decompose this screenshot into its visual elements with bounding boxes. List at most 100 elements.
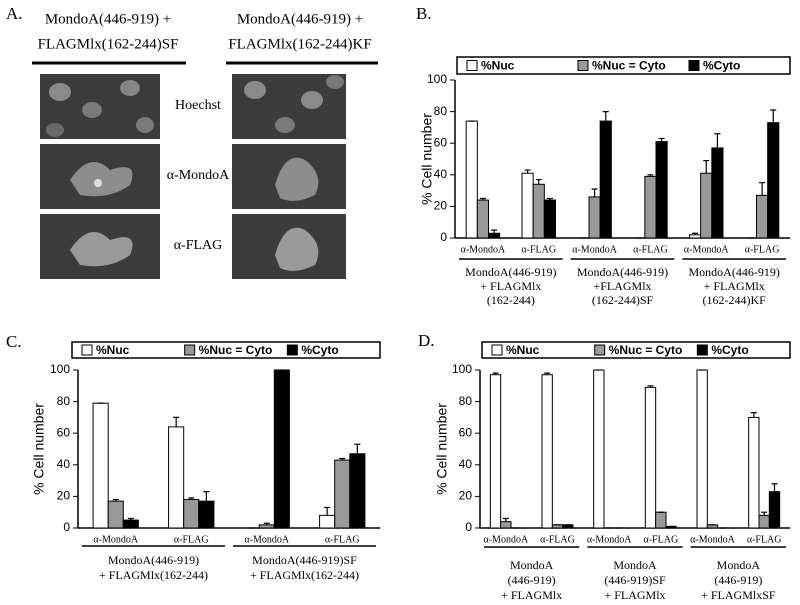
group-label: + FLAGMlx bbox=[704, 279, 765, 293]
bar bbox=[758, 514, 770, 529]
bar bbox=[465, 120, 478, 239]
error-bar bbox=[339, 457, 346, 461]
bar bbox=[588, 196, 601, 239]
bar bbox=[532, 183, 545, 239]
y-axis-label: % Cell number bbox=[434, 403, 450, 495]
legend-box bbox=[456, 56, 791, 75]
legend-label: %Nuc bbox=[96, 343, 130, 357]
group-label: (446-919) bbox=[714, 573, 762, 587]
bar bbox=[500, 521, 512, 529]
y-tick-label: 100 bbox=[452, 362, 472, 376]
legend-swatch bbox=[184, 344, 196, 356]
bar bbox=[168, 426, 185, 529]
x-tick-label: α-MondoA bbox=[572, 244, 617, 255]
bar bbox=[258, 524, 275, 529]
bar bbox=[711, 147, 724, 239]
x-tick-label: α-MondoA bbox=[587, 534, 632, 545]
column-header: MondoA(446-919) + bbox=[45, 11, 171, 27]
error-bar bbox=[524, 169, 531, 174]
error-bar bbox=[647, 385, 654, 388]
y-tick-label: 20 bbox=[57, 489, 71, 503]
group-label: + FLAGMlx bbox=[480, 279, 541, 293]
group-label: (162-244)SF bbox=[592, 293, 654, 307]
bar bbox=[593, 369, 605, 529]
group-label: (446-919) bbox=[508, 573, 556, 587]
group-label: +FLAGMlx bbox=[593, 279, 651, 293]
bar bbox=[488, 232, 501, 239]
error-bar bbox=[546, 197, 553, 201]
y-tick-label: 40 bbox=[434, 167, 448, 181]
panel-label: B. bbox=[416, 4, 432, 23]
bar bbox=[756, 194, 769, 239]
bar bbox=[696, 369, 708, 529]
x-tick-label: α-FLAG bbox=[643, 534, 678, 545]
legend-swatch bbox=[466, 60, 478, 71]
error-bar bbox=[354, 443, 361, 454]
group-label: + FLAGMlx(162-244) bbox=[99, 568, 208, 582]
bar bbox=[319, 514, 336, 529]
x-tick-label: α-FLAG bbox=[325, 534, 360, 545]
bar bbox=[476, 199, 490, 239]
legend-label: %Cyto bbox=[703, 59, 740, 73]
x-tick-label: α-FLAG bbox=[633, 244, 668, 255]
y-tick-label: 20 bbox=[434, 199, 448, 213]
error-bar bbox=[188, 497, 195, 500]
x-tick-label: α-FLAG bbox=[521, 244, 556, 255]
y-tick-label: 40 bbox=[57, 457, 71, 471]
error-bar bbox=[750, 412, 757, 418]
error-bar bbox=[771, 483, 778, 492]
column-header: FLAGMlx(162-244)SF bbox=[38, 36, 179, 52]
x-tick-label: α-MondoA bbox=[461, 244, 506, 255]
error-bar bbox=[761, 511, 768, 516]
group-label: MondoA(446-919)SF bbox=[252, 553, 357, 567]
x-tick-label: α-MondoA bbox=[690, 534, 735, 545]
bar bbox=[700, 172, 713, 239]
error-bar bbox=[591, 188, 598, 197]
y-tick-label: 20 bbox=[459, 489, 473, 503]
bar bbox=[489, 374, 502, 529]
y-tick-label: 60 bbox=[434, 135, 448, 149]
y-tick-label: 80 bbox=[57, 394, 71, 408]
bar bbox=[599, 120, 612, 239]
error-bar bbox=[714, 133, 721, 148]
error-bar bbox=[112, 498, 119, 502]
bar bbox=[183, 499, 200, 529]
error-bar bbox=[127, 517, 134, 521]
bar bbox=[748, 416, 760, 529]
group-label: MondoA bbox=[717, 558, 761, 572]
x-tick-label: α-FLAG bbox=[540, 534, 575, 545]
group-label: (162-244) bbox=[487, 293, 535, 307]
group-label: + FLAGMlx(162-244) bbox=[250, 568, 359, 582]
legend-swatch bbox=[577, 60, 589, 71]
legend-label: %Cyto bbox=[301, 343, 338, 357]
bar bbox=[521, 172, 534, 239]
y-tick-label: 80 bbox=[459, 394, 473, 408]
legend-swatch bbox=[491, 344, 503, 356]
bar bbox=[122, 519, 139, 529]
panel-label: D. bbox=[418, 331, 435, 350]
bar bbox=[334, 459, 351, 529]
group-label: MondoA(446-919) bbox=[108, 553, 199, 567]
bar bbox=[768, 491, 781, 529]
legend-label: %Nuc = Cyto bbox=[199, 343, 273, 357]
legend-swatch bbox=[286, 344, 298, 356]
error-bar bbox=[658, 137, 665, 142]
x-tick-label: α-FLAG bbox=[174, 534, 209, 545]
legend-box bbox=[481, 341, 791, 359]
bar bbox=[349, 453, 366, 529]
x-tick-label: α-MondoA bbox=[483, 534, 528, 545]
legend-label: %Nuc bbox=[481, 59, 515, 73]
bar bbox=[644, 175, 657, 239]
column-header: MondoA(446-919) + bbox=[237, 11, 363, 27]
x-tick-label: α-MondoA bbox=[684, 244, 729, 255]
row-label: α-MondoA bbox=[167, 168, 230, 183]
error-bar bbox=[263, 522, 270, 525]
group-label: MondoA(446-919) bbox=[689, 265, 780, 279]
bar bbox=[655, 511, 667, 529]
bar bbox=[689, 234, 702, 239]
micrographs bbox=[40, 74, 346, 279]
legend-swatch bbox=[688, 60, 700, 71]
error-bar bbox=[479, 197, 486, 201]
bar bbox=[541, 374, 553, 529]
error-bar bbox=[173, 416, 180, 427]
